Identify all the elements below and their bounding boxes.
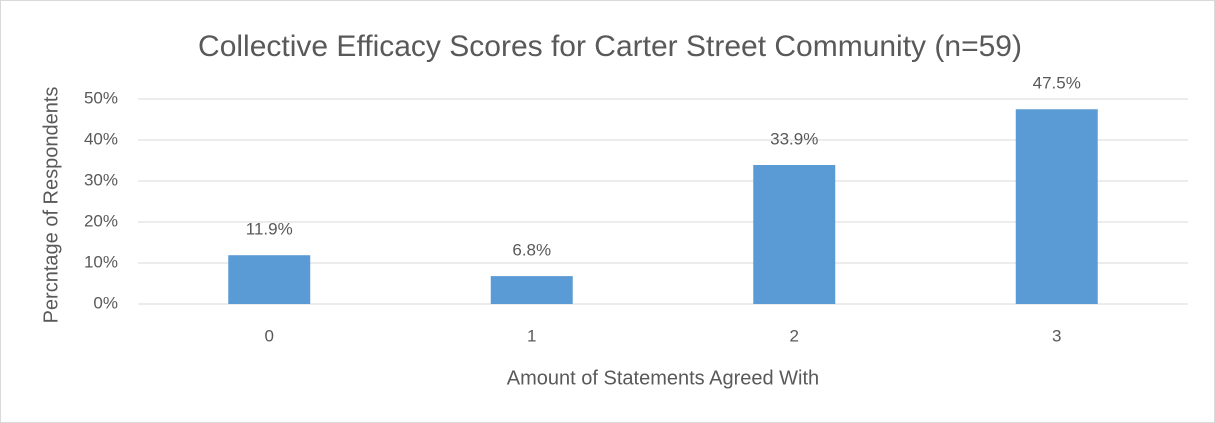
y-tick-label: 40% — [84, 129, 118, 148]
bar — [228, 255, 311, 304]
bar — [490, 276, 573, 304]
y-tick-label: 10% — [84, 252, 118, 271]
data-label: 33.9% — [770, 129, 818, 148]
bar — [753, 165, 836, 304]
data-label: 47.5% — [1033, 74, 1081, 93]
data-label: 11.9% — [246, 220, 293, 239]
y-axis-label: Percntage of Respondents — [40, 87, 62, 324]
x-tick-label: 2 — [790, 326, 799, 345]
y-tick-label: 0% — [93, 293, 118, 312]
bar — [1015, 109, 1098, 304]
y-tick-label: 50% — [84, 88, 118, 107]
y-tick-label: 30% — [84, 170, 118, 189]
y-tick-label: 20% — [84, 211, 118, 230]
data-label: 6.8% — [512, 241, 551, 260]
x-tick-label: 0 — [265, 326, 274, 345]
x-tick-label: 3 — [1052, 326, 1061, 345]
x-axis-label: Amount of Statements Agreed With — [507, 367, 819, 389]
x-tick-label: 1 — [527, 326, 536, 345]
chart-title: Collective Efficacy Scores for Carter St… — [198, 30, 1022, 63]
